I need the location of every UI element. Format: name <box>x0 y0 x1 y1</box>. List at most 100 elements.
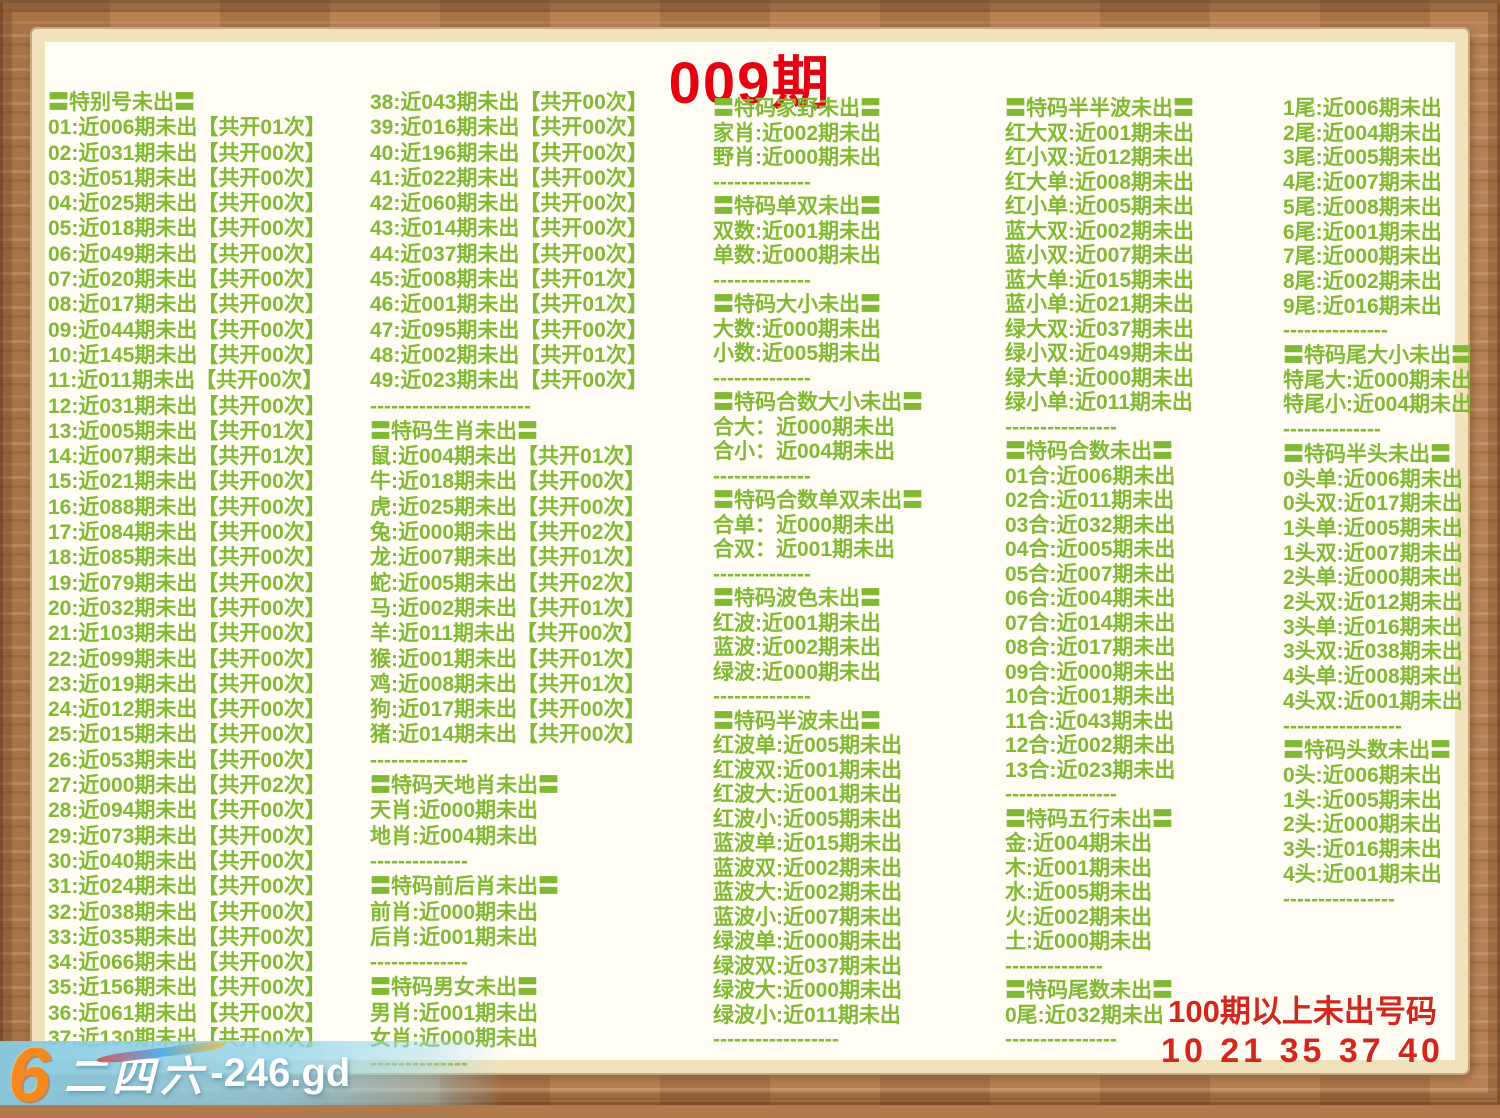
stat-line: 13:近005期未出【共开01次】 <box>48 419 326 443</box>
stat-line: 木:近001期未出 <box>1005 856 1153 880</box>
stat-line: 13合:近023期未出 <box>1005 758 1176 782</box>
stat-line: 龙:近007期未出【共开01次】 <box>370 546 646 570</box>
watermark-logo-6-icon: 6 <box>8 1033 51 1118</box>
stat-line: 12:近031期未出【共开00次】 <box>48 394 326 418</box>
stat-line: 4头双:近001期未出 <box>1283 689 1463 713</box>
stat-line: 33:近035期未出【共开00次】 <box>48 925 326 949</box>
stat-line: 1头:近005期未出 <box>1283 788 1442 812</box>
stat-line: 蓝波大:近002期未出 <box>713 881 903 904</box>
stat-line: 牛:近018期未出【共开00次】 <box>370 470 646 494</box>
separator-line: -------------- <box>713 366 811 390</box>
stat-line: 9尾:近016期未出 <box>1283 294 1442 318</box>
separator-line: -------------- <box>370 951 468 975</box>
stat-line: 1头单:近005期未出 <box>1283 516 1463 540</box>
separator-line: -------------- <box>713 562 811 586</box>
stat-line: 49:近023期未出【共开00次】 <box>370 369 648 393</box>
column-attribute-stats-right: 〓特码半半波未出〓 红大双:近001期未出 红小双:近012期未出 红大单:近008期… <box>1005 97 1194 1053</box>
stat-line: 家肖:近002期未出 <box>713 121 882 145</box>
stat-line: 06合:近004期未出 <box>1005 587 1176 610</box>
stat-line: 4头单:近008期未出 <box>1283 665 1463 689</box>
section-header: 〓特码半波未出〓 <box>713 709 881 733</box>
separator-line: -------------- <box>370 748 468 772</box>
stat-line: 土:近000期未出 <box>1005 930 1153 953</box>
stat-line: 01合:近006期未出 <box>1005 464 1176 488</box>
stat-line: 天肖:近000期未出 <box>370 799 539 823</box>
stat-line: 47:近095期未出【共开00次】 <box>370 318 648 342</box>
stat-line: 野肖:近000期未出 <box>713 146 882 169</box>
stat-line: 3头:近016期未出 <box>1283 838 1442 862</box>
stat-line: 26:近053期未出【共开00次】 <box>48 748 326 772</box>
stat-line: 狗:近017期未出【共开00次】 <box>370 698 646 722</box>
stat-line: 23:近019期未出【共开00次】 <box>48 672 326 696</box>
stat-line: 蓝小双:近007期未出 <box>1005 244 1195 267</box>
stat-line: 48:近002期未出【共开01次】 <box>370 343 648 367</box>
stat-line: 红大单:近008期未出 <box>1005 170 1195 194</box>
stat-line: 10合:近001期未出 <box>1005 685 1176 708</box>
stat-line: 28:近094期未出【共开00次】 <box>48 799 326 823</box>
stat-line: 3尾:近005期未出 <box>1283 146 1442 170</box>
stat-line: 16:近088期未出【共开00次】 <box>48 495 326 519</box>
long-missing-numbers-note: 100期以上未出号码 10 21 35 37 40 <box>1130 993 1475 1071</box>
separator-line: ---------------- <box>1005 783 1117 806</box>
stat-line: 36:近061期未出【共开00次】 <box>48 1001 326 1025</box>
stat-line: 03合:近032期未出 <box>1005 513 1176 537</box>
stat-line: 合小：近004期未出 <box>713 440 896 463</box>
stat-line: 绿波:近000期未出 <box>713 660 882 684</box>
stat-line: 44:近037期未出【共开00次】 <box>370 242 648 266</box>
separator-line: ------------------ <box>713 1028 839 1051</box>
section-header: 〓特码前后肖未出〓 <box>370 875 559 899</box>
stat-line: 绿小单:近011期未出 <box>1005 391 1193 414</box>
stat-line: 02:近031期未出【共开00次】 <box>48 141 326 165</box>
stat-line: 蓝小单:近021期未出 <box>1005 293 1195 316</box>
stat-line: 06:近049期未出【共开00次】 <box>48 242 326 266</box>
stat-line: 24:近012期未出【共开00次】 <box>48 698 326 722</box>
separator-line: -------------- <box>1005 954 1103 978</box>
stat-line: 猪:近014期未出【共开00次】 <box>370 723 646 747</box>
stat-line: 20:近032期未出【共开00次】 <box>48 596 326 620</box>
stat-line: 32:近038期未出【共开00次】 <box>48 900 326 924</box>
stat-line: 火:近002期未出 <box>1005 905 1153 929</box>
stat-line: 5尾:近008期未出 <box>1283 195 1442 219</box>
stat-line: 02合:近011期未出 <box>1005 489 1175 512</box>
separator-line: -------------- <box>1283 418 1381 442</box>
section-header: 〓特码合数大小未出〓 <box>713 391 923 414</box>
stat-line: 金:近004期未出 <box>1005 832 1153 855</box>
section-header: 〓特码波色未出〓 <box>713 587 881 610</box>
stat-line: 41:近022期未出【共开00次】 <box>370 166 648 190</box>
stat-line: 21:近103期未出【共开00次】 <box>48 622 326 646</box>
stat-line: 3头单:近016期未出 <box>1283 615 1463 639</box>
stat-line: 特尾大:近000期未出 <box>1283 368 1473 392</box>
stat-line: 0头双:近017期未出 <box>1283 492 1463 516</box>
stat-line: 7尾:近000期未出 <box>1283 245 1442 269</box>
separator-line: -------------- <box>713 170 811 194</box>
stat-line: 30:近040期未出【共开00次】 <box>48 849 326 873</box>
stat-line: 红小单:近005期未出 <box>1005 195 1195 218</box>
stat-line: 红波小:近005期未出 <box>713 807 903 831</box>
section-header: 〓特码男女未出〓 <box>370 976 538 1000</box>
stat-line: 红小双:近012期未出 <box>1005 146 1195 169</box>
stat-line: 07:近020期未出【共开00次】 <box>48 268 326 292</box>
section-header: 〓特码半半波未出〓 <box>1005 97 1194 120</box>
section-header: 〓特码生肖未出〓 <box>370 419 538 443</box>
section-header: 〓特码五行未出〓 <box>1005 807 1173 831</box>
stat-line: 01:近006期未出【共开01次】 <box>48 116 326 140</box>
stat-line: 08合:近017期未出 <box>1005 636 1176 659</box>
watermark-bar: 6 二四六 -246.gd <box>0 1033 505 1118</box>
stat-line: 虎:近025期未出【共开00次】 <box>370 495 646 519</box>
stat-line: 小数:近005期未出 <box>713 342 882 365</box>
stat-line: 绿大双:近037期未出 <box>1005 317 1195 341</box>
stat-line: 蓝波:近002期未出 <box>713 636 882 659</box>
stat-line: 12合:近002期未出 <box>1005 734 1176 757</box>
stat-line: 3头双:近038期未出 <box>1283 640 1463 664</box>
stat-line: 27:近000期未出【共开02次】 <box>48 774 326 798</box>
stat-line: 22:近099期未出【共开00次】 <box>48 647 326 671</box>
section-header: 〓特码尾数未出〓 <box>1005 979 1173 1002</box>
stat-line: 合大：近000期未出 <box>713 415 896 439</box>
stat-line: 14:近007期未出【共开01次】 <box>48 445 326 469</box>
stat-line: 05:近018期未出【共开00次】 <box>48 217 326 241</box>
stat-line: 25:近015期未出【共开00次】 <box>48 723 326 747</box>
stat-line: 马:近002期未出【共开01次】 <box>370 596 646 620</box>
stat-line: 绿波单:近000期未出 <box>713 930 903 953</box>
stat-line: 2头:近000期未出 <box>1283 813 1442 837</box>
stat-line: 07合:近014期未出 <box>1005 611 1176 635</box>
